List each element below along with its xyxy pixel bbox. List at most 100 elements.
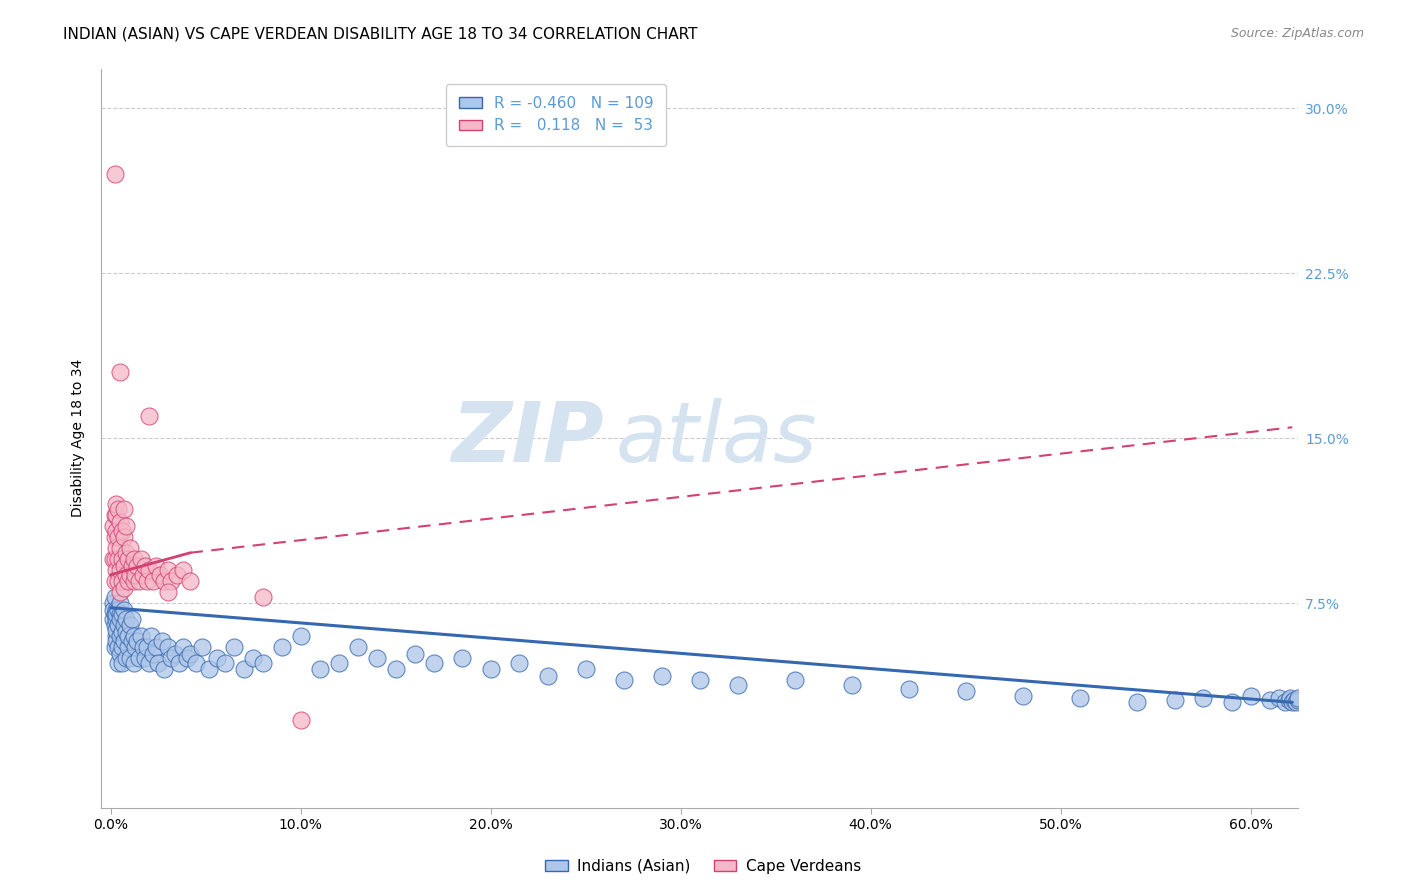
Point — [191, 640, 214, 655]
Point — [111, 607, 134, 622]
Point — [1163, 693, 1185, 707]
Point — [613, 673, 636, 688]
Point — [103, 167, 125, 181]
Point — [1286, 693, 1309, 707]
Point — [841, 678, 863, 692]
Point — [108, 585, 131, 599]
Point — [897, 682, 920, 697]
Point — [112, 530, 135, 544]
Point — [479, 662, 502, 676]
Point — [107, 530, 129, 544]
Point — [1279, 690, 1302, 705]
Point — [105, 497, 128, 511]
Point — [955, 684, 977, 698]
Point — [1125, 695, 1147, 709]
Point — [384, 662, 406, 676]
Point — [105, 541, 128, 556]
Point — [124, 567, 146, 582]
Point — [242, 651, 264, 665]
Legend: Indians (Asian), Cape Verdeans: Indians (Asian), Cape Verdeans — [538, 853, 868, 880]
Point — [1239, 689, 1261, 703]
Point — [141, 574, 163, 589]
Point — [129, 552, 152, 566]
Point — [1281, 695, 1303, 709]
Point — [290, 713, 312, 727]
Point — [148, 656, 170, 670]
Point — [103, 618, 125, 632]
Point — [1285, 695, 1308, 709]
Point — [107, 640, 129, 655]
Point — [783, 673, 806, 688]
Point — [134, 558, 156, 573]
Point — [121, 558, 143, 573]
Point — [1011, 689, 1033, 703]
Point — [150, 633, 173, 648]
Point — [1286, 690, 1309, 705]
Point — [172, 563, 194, 577]
Point — [651, 669, 673, 683]
Point — [138, 563, 160, 577]
Point — [107, 603, 129, 617]
Point — [105, 623, 128, 637]
Point — [105, 612, 128, 626]
Point — [105, 524, 128, 538]
Point — [156, 563, 179, 577]
Point — [108, 541, 131, 556]
Text: ZIP: ZIP — [451, 398, 603, 479]
Point — [328, 656, 350, 670]
Point — [198, 662, 221, 676]
Point — [145, 640, 167, 655]
Point — [252, 590, 274, 604]
Point — [186, 656, 208, 670]
Point — [346, 640, 368, 655]
Point — [727, 678, 749, 692]
Point — [117, 640, 139, 655]
Point — [112, 501, 135, 516]
Point — [117, 552, 139, 566]
Point — [115, 567, 138, 582]
Point — [105, 508, 128, 523]
Point — [422, 656, 444, 670]
Point — [111, 524, 134, 538]
Point — [108, 563, 131, 577]
Point — [176, 651, 198, 665]
Point — [366, 651, 388, 665]
Point — [115, 651, 138, 665]
Point — [108, 596, 131, 610]
Y-axis label: Disability Age 18 to 34: Disability Age 18 to 34 — [72, 359, 86, 517]
Point — [105, 603, 128, 617]
Point — [108, 607, 131, 622]
Point — [160, 651, 183, 665]
Point — [575, 662, 598, 676]
Point — [115, 546, 138, 560]
Point — [536, 669, 558, 683]
Point — [149, 567, 172, 582]
Point — [135, 574, 157, 589]
Point — [1274, 695, 1296, 709]
Point — [153, 574, 176, 589]
Point — [108, 629, 131, 643]
Point — [118, 567, 141, 582]
Point — [1258, 693, 1281, 707]
Point — [115, 612, 138, 626]
Point — [689, 673, 711, 688]
Point — [103, 552, 125, 566]
Point — [121, 633, 143, 648]
Point — [108, 612, 131, 626]
Point — [127, 558, 149, 573]
Point — [135, 640, 157, 655]
Point — [252, 656, 274, 670]
Point — [145, 558, 167, 573]
Point — [112, 633, 135, 648]
Point — [103, 607, 125, 622]
Point — [232, 662, 254, 676]
Point — [111, 574, 134, 589]
Point — [122, 656, 145, 670]
Point — [112, 581, 135, 595]
Point — [172, 640, 194, 655]
Point — [107, 501, 129, 516]
Point — [108, 365, 131, 379]
Point — [107, 552, 129, 566]
Point — [167, 656, 190, 670]
Point — [117, 629, 139, 643]
